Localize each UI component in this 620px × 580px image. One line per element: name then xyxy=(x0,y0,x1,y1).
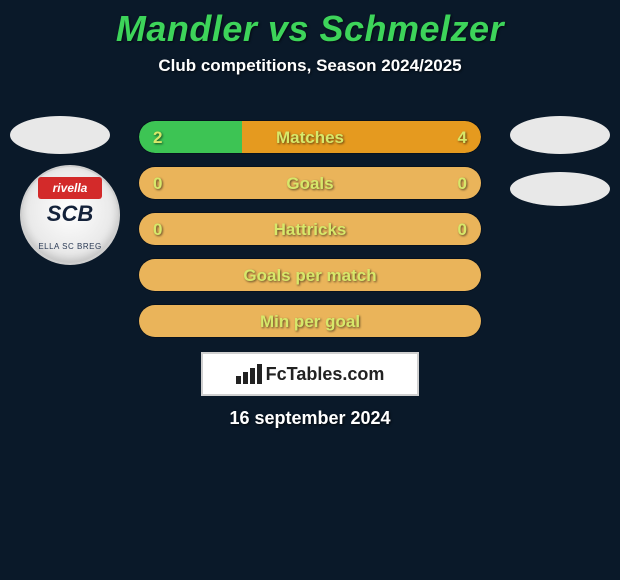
badge-main-text: SCB xyxy=(22,201,118,227)
brand-suffix: Tables.com xyxy=(287,364,385,384)
chart-icon xyxy=(236,364,262,384)
stat-right-value: 0 xyxy=(458,213,467,245)
stat-label: Min per goal xyxy=(139,305,481,337)
badge-ribbon: rivella xyxy=(38,177,102,199)
stat-label: Goals per match xyxy=(139,259,481,291)
club-badge-left: rivella SCB ELLA SC BREG xyxy=(20,165,120,265)
stat-label: Goals xyxy=(139,167,481,199)
stat-row-matches: 2 Matches 4 xyxy=(138,120,482,154)
brand-prefix: Fc xyxy=(266,364,287,384)
stat-row-min-per-goal: Min per goal xyxy=(138,304,482,338)
stat-right-value: 0 xyxy=(458,167,467,199)
stat-label: Hattricks xyxy=(139,213,481,245)
player-avatar-left xyxy=(10,116,110,154)
player-avatar-right xyxy=(510,116,610,154)
badge-arc-text: ELLA SC BREG xyxy=(22,242,118,251)
page-title: Mandler vs Schmelzer xyxy=(0,0,620,50)
brand-logo-box: FcTables.com xyxy=(201,352,419,396)
stat-label: Matches xyxy=(139,121,481,153)
stat-row-goals-per-match: Goals per match xyxy=(138,258,482,292)
brand-text: FcTables.com xyxy=(266,364,385,385)
stat-row-goals: 0 Goals 0 xyxy=(138,166,482,200)
page-subtitle: Club competitions, Season 2024/2025 xyxy=(0,56,620,76)
stat-right-value: 4 xyxy=(458,121,467,153)
club-logo-right xyxy=(510,172,610,206)
date-text: 16 september 2024 xyxy=(0,408,620,429)
stat-row-hattricks: 0 Hattricks 0 xyxy=(138,212,482,246)
stats-bars: 2 Matches 4 0 Goals 0 0 Hattricks 0 Goal… xyxy=(138,120,482,350)
